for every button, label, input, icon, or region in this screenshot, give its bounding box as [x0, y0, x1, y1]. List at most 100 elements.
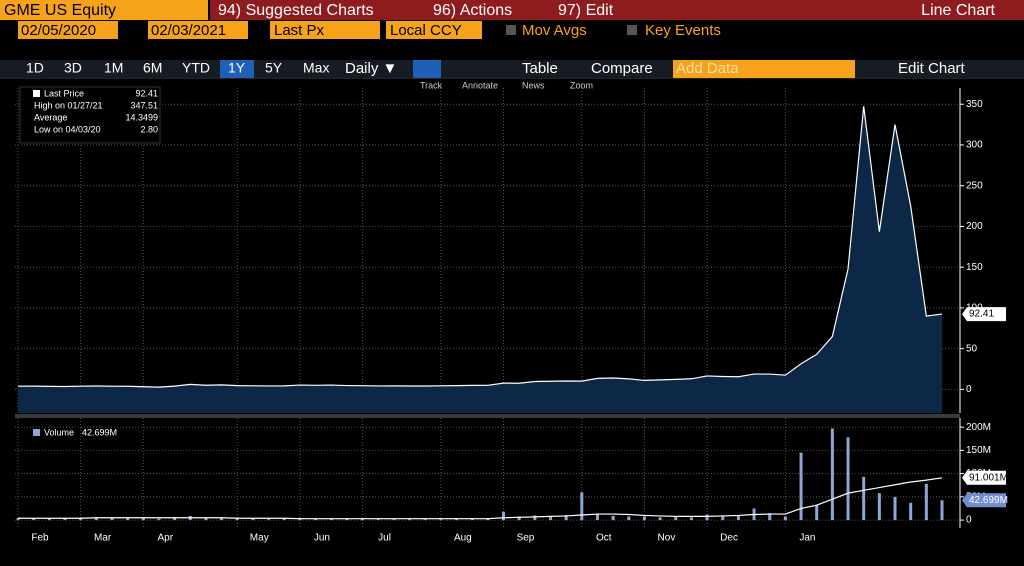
bar [470, 518, 474, 521]
tool-button[interactable]: Annotate [462, 80, 498, 90]
bar [16, 518, 20, 521]
legend-label: Average [34, 112, 67, 122]
ticker-box[interactable] [0, 0, 208, 20]
bar [783, 516, 787, 521]
bar [564, 514, 568, 521]
y-tick-label: 150 [966, 262, 983, 273]
bar [658, 517, 662, 521]
bar [501, 511, 505, 521]
ccy-box[interactable] [386, 21, 482, 39]
checkbox[interactable] [627, 25, 637, 35]
field-box[interactable] [270, 21, 380, 39]
chart-type-button[interactable] [413, 60, 441, 78]
bar [940, 500, 944, 521]
bar [893, 496, 897, 521]
y-tick-label: 350 [966, 99, 983, 110]
period-button[interactable]: 5Y [265, 60, 283, 76]
bar [408, 519, 412, 521]
menu[interactable]: 97) Edit [558, 2, 614, 19]
legend-label: Volume [44, 427, 74, 437]
bar [282, 518, 286, 521]
bar [314, 518, 318, 521]
compare-button[interactable]: Compare [591, 60, 653, 77]
add-data: Add Data [676, 60, 739, 77]
date-box[interactable] [148, 21, 248, 39]
frequency[interactable]: Daily ▼ [345, 60, 397, 77]
bar [173, 517, 177, 521]
bar [830, 428, 834, 521]
bar [705, 514, 709, 521]
bar [580, 492, 584, 521]
period-button[interactable]: 1D [26, 60, 44, 76]
x-tick-label: Feb [31, 533, 49, 544]
bar [439, 519, 443, 521]
period-button[interactable]: 6M [143, 60, 162, 76]
x-tick-label: Nov [658, 533, 676, 544]
y-tick-label: 250 [966, 180, 983, 191]
bar [924, 483, 928, 521]
last-value-tag [962, 307, 1006, 322]
end-date: 02/03/2021 [151, 22, 226, 39]
tool-button[interactable]: News [522, 80, 545, 90]
bar [235, 518, 239, 521]
bar [455, 518, 459, 521]
tool-button[interactable]: Track [420, 80, 443, 90]
period-button[interactable]: 3D [64, 60, 82, 76]
bar [361, 518, 365, 521]
period-button[interactable]: YTD [182, 60, 210, 76]
bar [674, 516, 678, 521]
bar [376, 519, 380, 521]
period-button[interactable]: 1Y [228, 60, 246, 76]
legend-swatch [33, 429, 40, 436]
field: Last Px [274, 22, 325, 39]
menu[interactable]: 96) Actions [433, 2, 512, 19]
toggle[interactable]: Mov Avgs [522, 22, 587, 39]
legend-value: 14.3499 [125, 112, 158, 122]
bar [79, 517, 83, 521]
x-tick-label: Apr [158, 533, 174, 544]
bar [110, 517, 114, 521]
edit-chart[interactable]: Edit Chart [898, 60, 966, 77]
x-tick-label: May [250, 533, 269, 544]
x-tick-label: Dec [720, 533, 738, 544]
line [18, 477, 943, 520]
toggle[interactable]: Key Events [645, 22, 721, 39]
menu[interactable]: 94) Suggested Charts [218, 2, 374, 19]
bar [126, 518, 130, 521]
plot: 05010015020025030035092.41FebMarAprMayJu… [15, 86, 1008, 544]
legend-value: 42.699M [82, 427, 117, 437]
bar [627, 516, 631, 521]
tool-button[interactable]: Zoom [570, 80, 593, 90]
add-data-box[interactable] [673, 60, 855, 78]
legend-label: Last Price [44, 88, 84, 98]
period-button[interactable]: Max [303, 60, 329, 76]
panel-divider [15, 414, 960, 418]
legend-box [19, 86, 161, 144]
x-tick-label: Jul [378, 533, 391, 544]
menu-bar [210, 0, 1024, 20]
bar [799, 452, 803, 521]
period-button[interactable]: 1M [104, 60, 123, 76]
bar [548, 515, 552, 521]
checkbox[interactable] [506, 25, 516, 35]
bar [392, 519, 396, 521]
last-value-tag [962, 493, 1006, 508]
date-box[interactable] [18, 21, 118, 39]
legend-value: 2.80 [140, 124, 158, 134]
bar [204, 517, 208, 521]
area-fill [18, 106, 942, 414]
bar [721, 515, 725, 521]
table-button[interactable]: Table [522, 60, 558, 77]
y-tick-label: 150M [966, 445, 991, 456]
x-tick-label: Aug [454, 533, 472, 544]
bar [689, 517, 693, 521]
last-value-label: 42.699M [969, 495, 1008, 506]
x-tick-label: Oct [596, 533, 612, 544]
bar [32, 518, 36, 521]
bar [533, 515, 537, 521]
separator [0, 78, 1024, 79]
bar [220, 518, 224, 521]
bar [877, 493, 881, 521]
bar [47, 518, 51, 521]
